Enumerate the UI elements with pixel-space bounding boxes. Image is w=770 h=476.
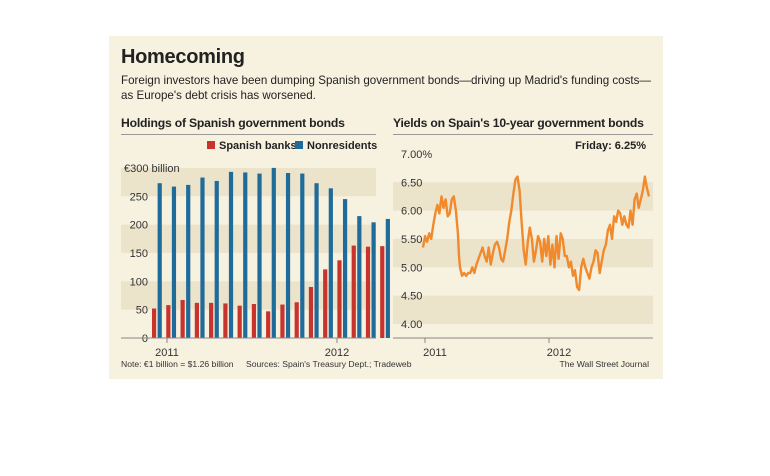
nonresidents-bar bbox=[285, 173, 291, 338]
nonresidents-bar bbox=[171, 186, 177, 338]
footer-note: Note: €1 billion = $1.26 billion bbox=[121, 359, 234, 369]
holdings-xtick-label: 2011 bbox=[155, 347, 179, 359]
yields-xtick-label: 2012 bbox=[547, 347, 571, 359]
yields-ytick-label: 5.50 bbox=[401, 234, 422, 246]
holdings-ytick-label: €300 billion bbox=[124, 163, 180, 175]
yields-grid-band bbox=[393, 295, 653, 324]
spanish-banks-bar bbox=[337, 260, 342, 338]
legend-label-nonresidents: Nonresidents bbox=[307, 140, 377, 152]
spanish-banks-bar bbox=[365, 246, 371, 338]
yields-ytick-label: 4.50 bbox=[401, 291, 422, 303]
spanish-banks-bar bbox=[280, 304, 285, 338]
nonresidents-bar bbox=[157, 183, 162, 338]
holdings-grid-band bbox=[121, 281, 376, 310]
yields-line-chart: 4.00 4.50 5.00 5.50 6.00 6.50 7.00% 2011 2012 Fri… bbox=[393, 140, 653, 359]
footer-source: Sources: Spain's Treasury Dept.; Tradewe… bbox=[246, 359, 412, 369]
nonresidents-bar bbox=[214, 180, 219, 338]
holdings-chart-title: Holdings of Spanish government bonds bbox=[121, 116, 345, 130]
legend-swatch-spanish-banks bbox=[207, 141, 215, 149]
spanish-banks-bar bbox=[351, 245, 356, 338]
graphic-panel: Homecoming Foreign investors have been d… bbox=[109, 36, 663, 379]
holdings-grid-band bbox=[121, 224, 376, 253]
spanish-banks-bar bbox=[266, 311, 271, 338]
spanish-banks-bar bbox=[308, 286, 314, 338]
yields-ytick-label: 5.00 bbox=[401, 262, 422, 274]
spanish-banks-bar bbox=[294, 302, 299, 338]
holdings-ytick-label: 150 bbox=[130, 248, 148, 260]
headline: Homecoming bbox=[121, 46, 245, 68]
yields-chart-title: Yields on Spain's 10-year government bon… bbox=[393, 116, 644, 130]
holdings-grid-band bbox=[121, 167, 376, 197]
yields-ytick-label: 6.00 bbox=[401, 206, 422, 218]
nonresidents-bar bbox=[357, 216, 362, 338]
yields-ytick-label: 7.00% bbox=[401, 149, 432, 161]
legend-label-spanish-banks: Spanish banks bbox=[219, 140, 297, 152]
subtitle: Foreign investors have been dumping Span… bbox=[121, 74, 652, 102]
holdings-bar-chart: 0 50 100 150 200 250 €300 billion 2011 2012 Spani… bbox=[121, 140, 390, 359]
spanish-banks-bar bbox=[237, 305, 242, 338]
footer-credit: The Wall Street Journal bbox=[559, 359, 649, 369]
holdings-ytick-label: 100 bbox=[130, 276, 148, 288]
yields-ytick-label: 6.50 bbox=[401, 177, 422, 189]
yields-title-rule bbox=[393, 134, 653, 135]
spanish-banks-bar bbox=[180, 300, 185, 338]
spanish-banks-bar bbox=[209, 302, 214, 338]
nonresidents-bar bbox=[342, 199, 348, 338]
nonresidents-bar bbox=[228, 171, 234, 338]
nonresidents-bar bbox=[300, 173, 305, 338]
holdings-ytick-label: 0 bbox=[142, 333, 148, 345]
yields-annotation: Friday: 6.25% bbox=[575, 140, 646, 152]
nonresidents-bar bbox=[257, 173, 262, 338]
holdings-ytick-label: 200 bbox=[130, 220, 148, 232]
spanish-banks-bar bbox=[251, 303, 257, 338]
yields-grid-band bbox=[393, 182, 653, 211]
nonresidents-bar bbox=[186, 184, 191, 338]
spanish-banks-bar bbox=[166, 305, 171, 338]
nonresidents-bar bbox=[328, 188, 333, 338]
spanish-banks-bar bbox=[223, 303, 228, 338]
yield-line bbox=[421, 175, 651, 292]
spanish-banks-bar bbox=[152, 308, 157, 338]
yields-ytick-label: 4.00 bbox=[401, 319, 422, 331]
holdings-title-rule bbox=[121, 134, 376, 135]
legend-swatch-nonresidents bbox=[295, 141, 303, 149]
nonresidents-bar bbox=[314, 183, 319, 338]
holdings-ytick-label: 250 bbox=[130, 191, 148, 203]
yields-xtick-label: 2011 bbox=[423, 347, 447, 359]
nonresidents-bar bbox=[385, 218, 390, 338]
nonresidents-bar bbox=[271, 167, 276, 338]
nonresidents-bar bbox=[243, 172, 248, 338]
nonresidents-bar bbox=[200, 177, 205, 338]
holdings-ytick-label: 50 bbox=[136, 305, 148, 317]
spanish-banks-bar bbox=[380, 246, 385, 338]
holdings-xtick-label: 2012 bbox=[325, 347, 349, 359]
spanish-banks-bar bbox=[323, 269, 328, 338]
nonresidents-bar bbox=[371, 222, 376, 338]
spanish-banks-bar bbox=[194, 302, 199, 338]
